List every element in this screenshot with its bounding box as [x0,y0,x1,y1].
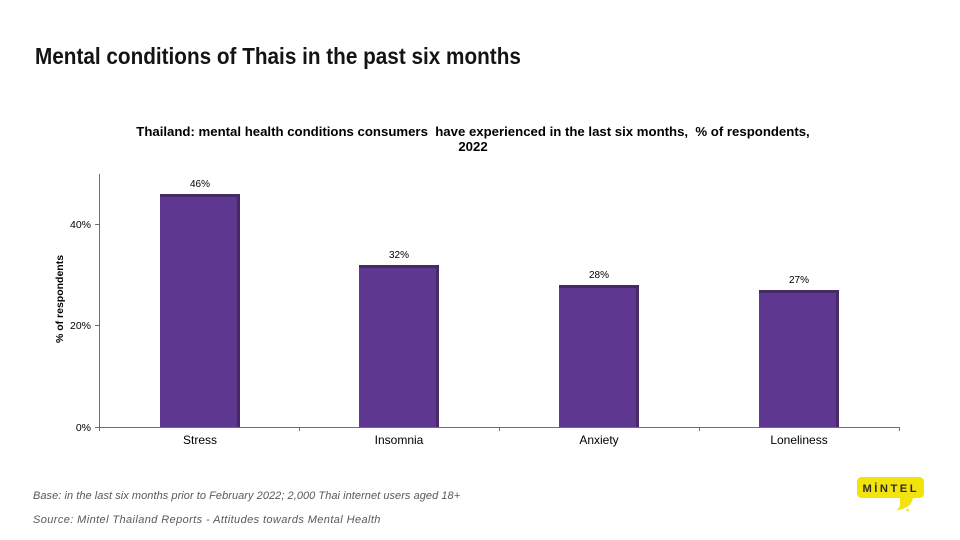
svg-text:MİNTEL: MİNTEL [862,482,919,495]
